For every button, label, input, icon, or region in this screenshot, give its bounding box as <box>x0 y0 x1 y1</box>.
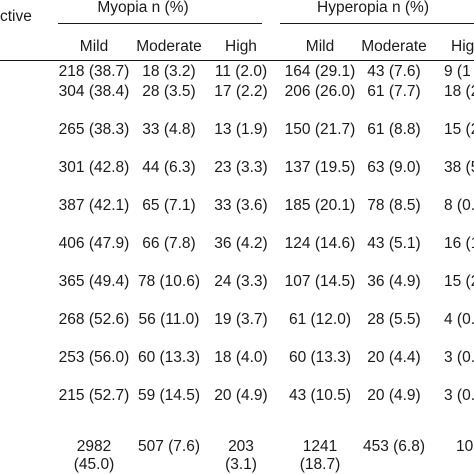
cell-myopia-high: 20 (4.9) <box>214 387 268 404</box>
subheader-myopia-high: High <box>225 38 257 55</box>
cell-hyperopia-moderate: 61 (8.8) <box>367 121 421 138</box>
cell-myopia-moderate: 60 (13.3) <box>137 349 201 366</box>
cell-myopia-high: 19 (3.7) <box>214 311 268 328</box>
myopia-group-rule <box>58 23 262 24</box>
cell-hyperopia-moderate: 36 (4.9) <box>367 273 421 290</box>
subheader-myopia-moderate: Moderate <box>136 38 202 55</box>
cell-hyperopia-mild: 107 (14.5) <box>284 273 356 290</box>
total-myopia-moderate: 507 (7.6) <box>137 438 201 455</box>
total-hyperopia-high: 108 <box>456 438 474 455</box>
total-myopia-high: 203 <box>228 438 254 455</box>
cell-myopia-high: 23 (3.3) <box>214 159 268 176</box>
total-hyperopia-mild-pct: (18.7) <box>299 456 341 473</box>
cell-myopia-mild: 265 (38.3) <box>58 121 130 138</box>
total-hyperopia-mild: 1241 <box>302 438 338 455</box>
cell-myopia-moderate: 18 (3.2) <box>142 63 196 80</box>
cell-myopia-moderate: 28 (3.5) <box>142 83 196 100</box>
cell-hyperopia-mild: 164 (29.1) <box>284 63 356 80</box>
cell-hyperopia-mild: 185 (20.1) <box>284 197 356 214</box>
cell-hyperopia-high: 18 (2 <box>444 83 474 100</box>
cell-myopia-mild: 304 (38.4) <box>58 83 130 100</box>
cell-myopia-moderate: 56 (11.0) <box>138 311 200 328</box>
cell-myopia-moderate: 44 (6.3) <box>142 159 196 176</box>
cell-myopia-mild: 406 (47.9) <box>58 235 130 252</box>
cell-hyperopia-moderate: 20 (4.9) <box>367 387 421 404</box>
header-bottom-rule <box>0 60 474 61</box>
subheader-hyperopia-high: High <box>451 38 474 55</box>
cell-hyperopia-mild: 206 (26.0) <box>284 83 356 100</box>
total-hyperopia-moderate: 453 (6.8) <box>362 438 426 455</box>
cell-hyperopia-mild: 124 (14.6) <box>284 235 356 252</box>
cell-hyperopia-high: 16 (1 <box>444 235 474 252</box>
cell-hyperopia-high: 15 (2 <box>444 273 474 290</box>
cell-myopia-moderate: 59 (14.5) <box>137 387 201 404</box>
subheader-hyperopia-moderate: Moderate <box>361 38 427 55</box>
cell-hyperopia-moderate: 20 (4.4) <box>367 349 421 366</box>
cell-myopia-mild: 301 (42.8) <box>58 159 130 176</box>
cell-hyperopia-mild: 137 (19.5) <box>284 159 356 176</box>
cell-hyperopia-high: 38 (5 <box>444 159 474 176</box>
cell-myopia-high: 24 (3.3) <box>214 273 268 290</box>
cell-myopia-high: 17 (2.2) <box>214 83 268 100</box>
cell-myopia-moderate: 65 (7.1) <box>142 197 196 214</box>
total-myopia-mild-pct: (45.0) <box>73 456 115 473</box>
cell-hyperopia-mild: 60 (13.3) <box>288 349 352 366</box>
cell-hyperopia-high: 3 (0. <box>444 349 474 366</box>
cell-hyperopia-high: 9 (1 <box>444 63 471 80</box>
cell-myopia-mild: 218 (38.7) <box>58 63 130 80</box>
cell-hyperopia-mild: 61 (12.0) <box>288 311 352 328</box>
cell-hyperopia-mild: 150 (21.7) <box>284 121 356 138</box>
subheader-myopia-mild: Mild <box>79 38 109 55</box>
cell-hyperopia-mild: 43 (10.5) <box>288 387 352 404</box>
cell-myopia-moderate: 78 (10.6) <box>137 273 201 290</box>
cell-hyperopia-moderate: 43 (5.1) <box>367 235 421 252</box>
first-column-header-fragment: ctive <box>0 8 32 25</box>
cell-myopia-high: 13 (1.9) <box>214 121 268 138</box>
cell-myopia-mild: 268 (52.6) <box>58 311 130 328</box>
hyperopia-group-header: Hyperopia n (%) <box>317 0 429 16</box>
total-myopia-mild: 2982 <box>76 438 112 455</box>
cell-hyperopia-moderate: 61 (7.7) <box>367 83 421 100</box>
cell-hyperopia-moderate: 63 (9.0) <box>367 159 421 176</box>
cell-myopia-moderate: 33 (4.8) <box>142 121 196 138</box>
cell-hyperopia-moderate: 28 (5.5) <box>367 311 421 328</box>
cell-myopia-high: 36 (4.2) <box>214 235 268 252</box>
cell-myopia-mild: 365 (49.4) <box>58 273 130 290</box>
cell-hyperopia-high: 15 (2 <box>444 121 474 138</box>
cell-myopia-high: 18 (4.0) <box>214 349 268 366</box>
total-myopia-high-pct: (3.1) <box>225 456 257 473</box>
myopia-group-header: Myopia n (%) <box>97 0 189 16</box>
cell-hyperopia-high: 3 (0. <box>444 387 474 404</box>
cell-myopia-mild: 387 (42.1) <box>58 197 130 214</box>
cell-hyperopia-moderate: 78 (8.5) <box>367 197 421 214</box>
cell-myopia-mild: 215 (52.7) <box>58 387 130 404</box>
cell-myopia-high: 33 (3.6) <box>214 197 268 214</box>
subheader-hyperopia-mild: Mild <box>305 38 335 55</box>
cell-myopia-high: 11 (2.0) <box>214 63 268 80</box>
cell-hyperopia-high: 4 (0. <box>444 311 474 328</box>
cell-hyperopia-high: 8 (0. <box>444 197 474 214</box>
hyperopia-group-rule <box>280 23 474 24</box>
cell-myopia-moderate: 66 (7.8) <box>142 235 196 252</box>
cell-hyperopia-moderate: 43 (7.6) <box>367 63 421 80</box>
cell-myopia-mild: 253 (56.0) <box>58 349 130 366</box>
